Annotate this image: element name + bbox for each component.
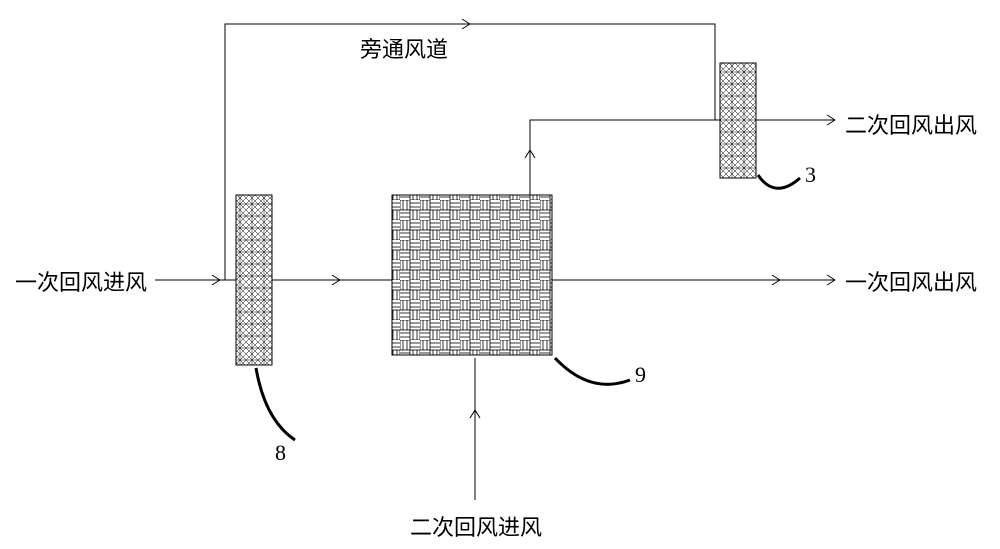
- callout-3: [758, 175, 800, 188]
- primary-in-label: 一次回风进风: [15, 265, 147, 297]
- primary-out-label: 一次回风出风: [845, 265, 977, 297]
- filter-8: [236, 195, 272, 365]
- bypass-label: 旁通风道: [360, 32, 448, 64]
- filter-3: [720, 63, 756, 178]
- callout-8: [256, 368, 295, 440]
- num-8-label: 8: [275, 440, 286, 466]
- num-3-label: 3: [805, 162, 816, 188]
- secondary-in-label: 二次回风进风: [410, 510, 542, 542]
- num-9-label: 9: [635, 362, 646, 388]
- callout-9: [555, 358, 630, 384]
- secondary-out-label: 二次回风出风: [845, 108, 977, 140]
- exchanger-9: [392, 195, 552, 355]
- secondary-out-line: [530, 120, 835, 195]
